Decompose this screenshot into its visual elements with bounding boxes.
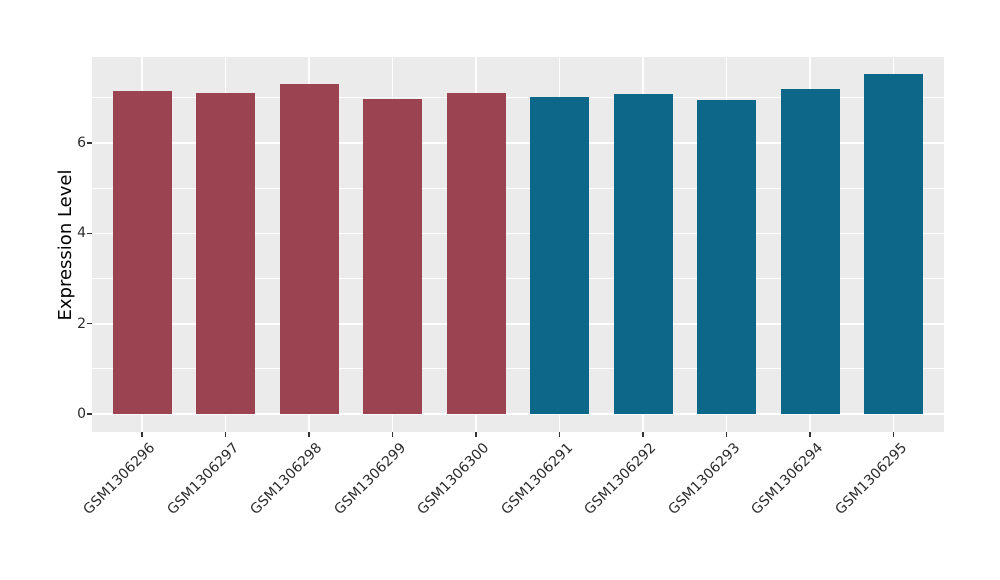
bar-GSM1306294 [780,88,840,414]
x-axis-tick [224,432,227,437]
bar-GSM1306293 [697,100,756,414]
bar-GSM1306298 [279,84,339,414]
gridline-major [92,232,944,235]
gridline-major [92,322,944,325]
x-axis-tick [892,432,895,437]
y-tick-label: 2 [77,315,86,332]
y-tick-label: 4 [77,225,86,242]
x-tick-label: GSM1306295 [831,440,910,518]
bar-GSM1306292 [613,93,673,414]
gridline-minor [92,187,944,189]
bar-GSM1306296 [112,91,172,414]
y-axis-tick [87,413,92,415]
bar-GSM1306297 [196,92,255,414]
y-tick-label: 6 [77,135,86,152]
plot-panel [92,57,944,432]
bar-GSM1306291 [530,97,589,414]
bar-GSM1306295 [864,74,923,414]
x-axis-tick [809,432,811,437]
gridline-minor [92,278,944,280]
y-axis-tick [87,232,92,235]
x-axis-tick [475,432,477,437]
x-axis-tick [642,432,644,437]
x-axis-tick [308,432,310,437]
y-axis-tick [87,322,92,325]
y-tick-label: 0 [77,406,86,422]
gridline-major [92,142,944,144]
gridline-minor [92,97,944,99]
x-axis-tick [141,432,143,437]
gridline-minor [92,368,944,370]
x-axis-tick [725,432,728,437]
bar-GSM1306300 [446,92,506,414]
bar-GSM1306299 [363,99,422,414]
gridline-major [92,413,944,415]
y-axis-tick [87,142,92,144]
x-axis-tick [558,432,561,437]
x-axis-tick [391,432,394,437]
